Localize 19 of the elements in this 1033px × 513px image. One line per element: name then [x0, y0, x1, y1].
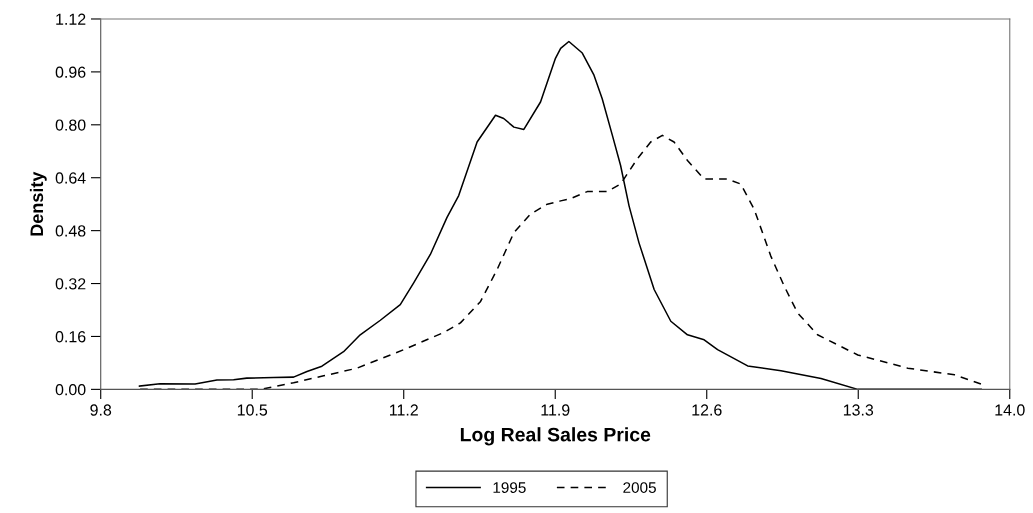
x-tick-label: 11.9: [541, 404, 570, 416]
x-tick-label: 12.6: [692, 404, 722, 416]
legend-label: 2005: [623, 482, 656, 493]
x-tick-label: 14.0: [995, 404, 1025, 416]
y-axis-title: Density: [29, 171, 47, 236]
x-tick-label: 9.8: [90, 404, 112, 416]
y-tick-label: 0.64: [55, 172, 86, 184]
y-tick-label: 1.12: [56, 13, 86, 25]
x-tick-label: 10.5: [237, 404, 268, 416]
legend-label: 1995: [493, 482, 526, 493]
y-tick-label: 0.48: [55, 225, 86, 237]
y-tick-label: 0.16: [55, 331, 86, 343]
x-axis-title: Log Real Sales Price: [460, 427, 651, 446]
y-tick-label: 0.00: [55, 384, 86, 396]
y-tick-label: 0.32: [55, 278, 86, 290]
x-tick-label: 11.2: [390, 404, 418, 416]
y-tick-label: 0.96: [55, 66, 86, 78]
y-tick-label: 0.80: [55, 119, 86, 131]
x-tick-label: 13.3: [843, 404, 874, 416]
